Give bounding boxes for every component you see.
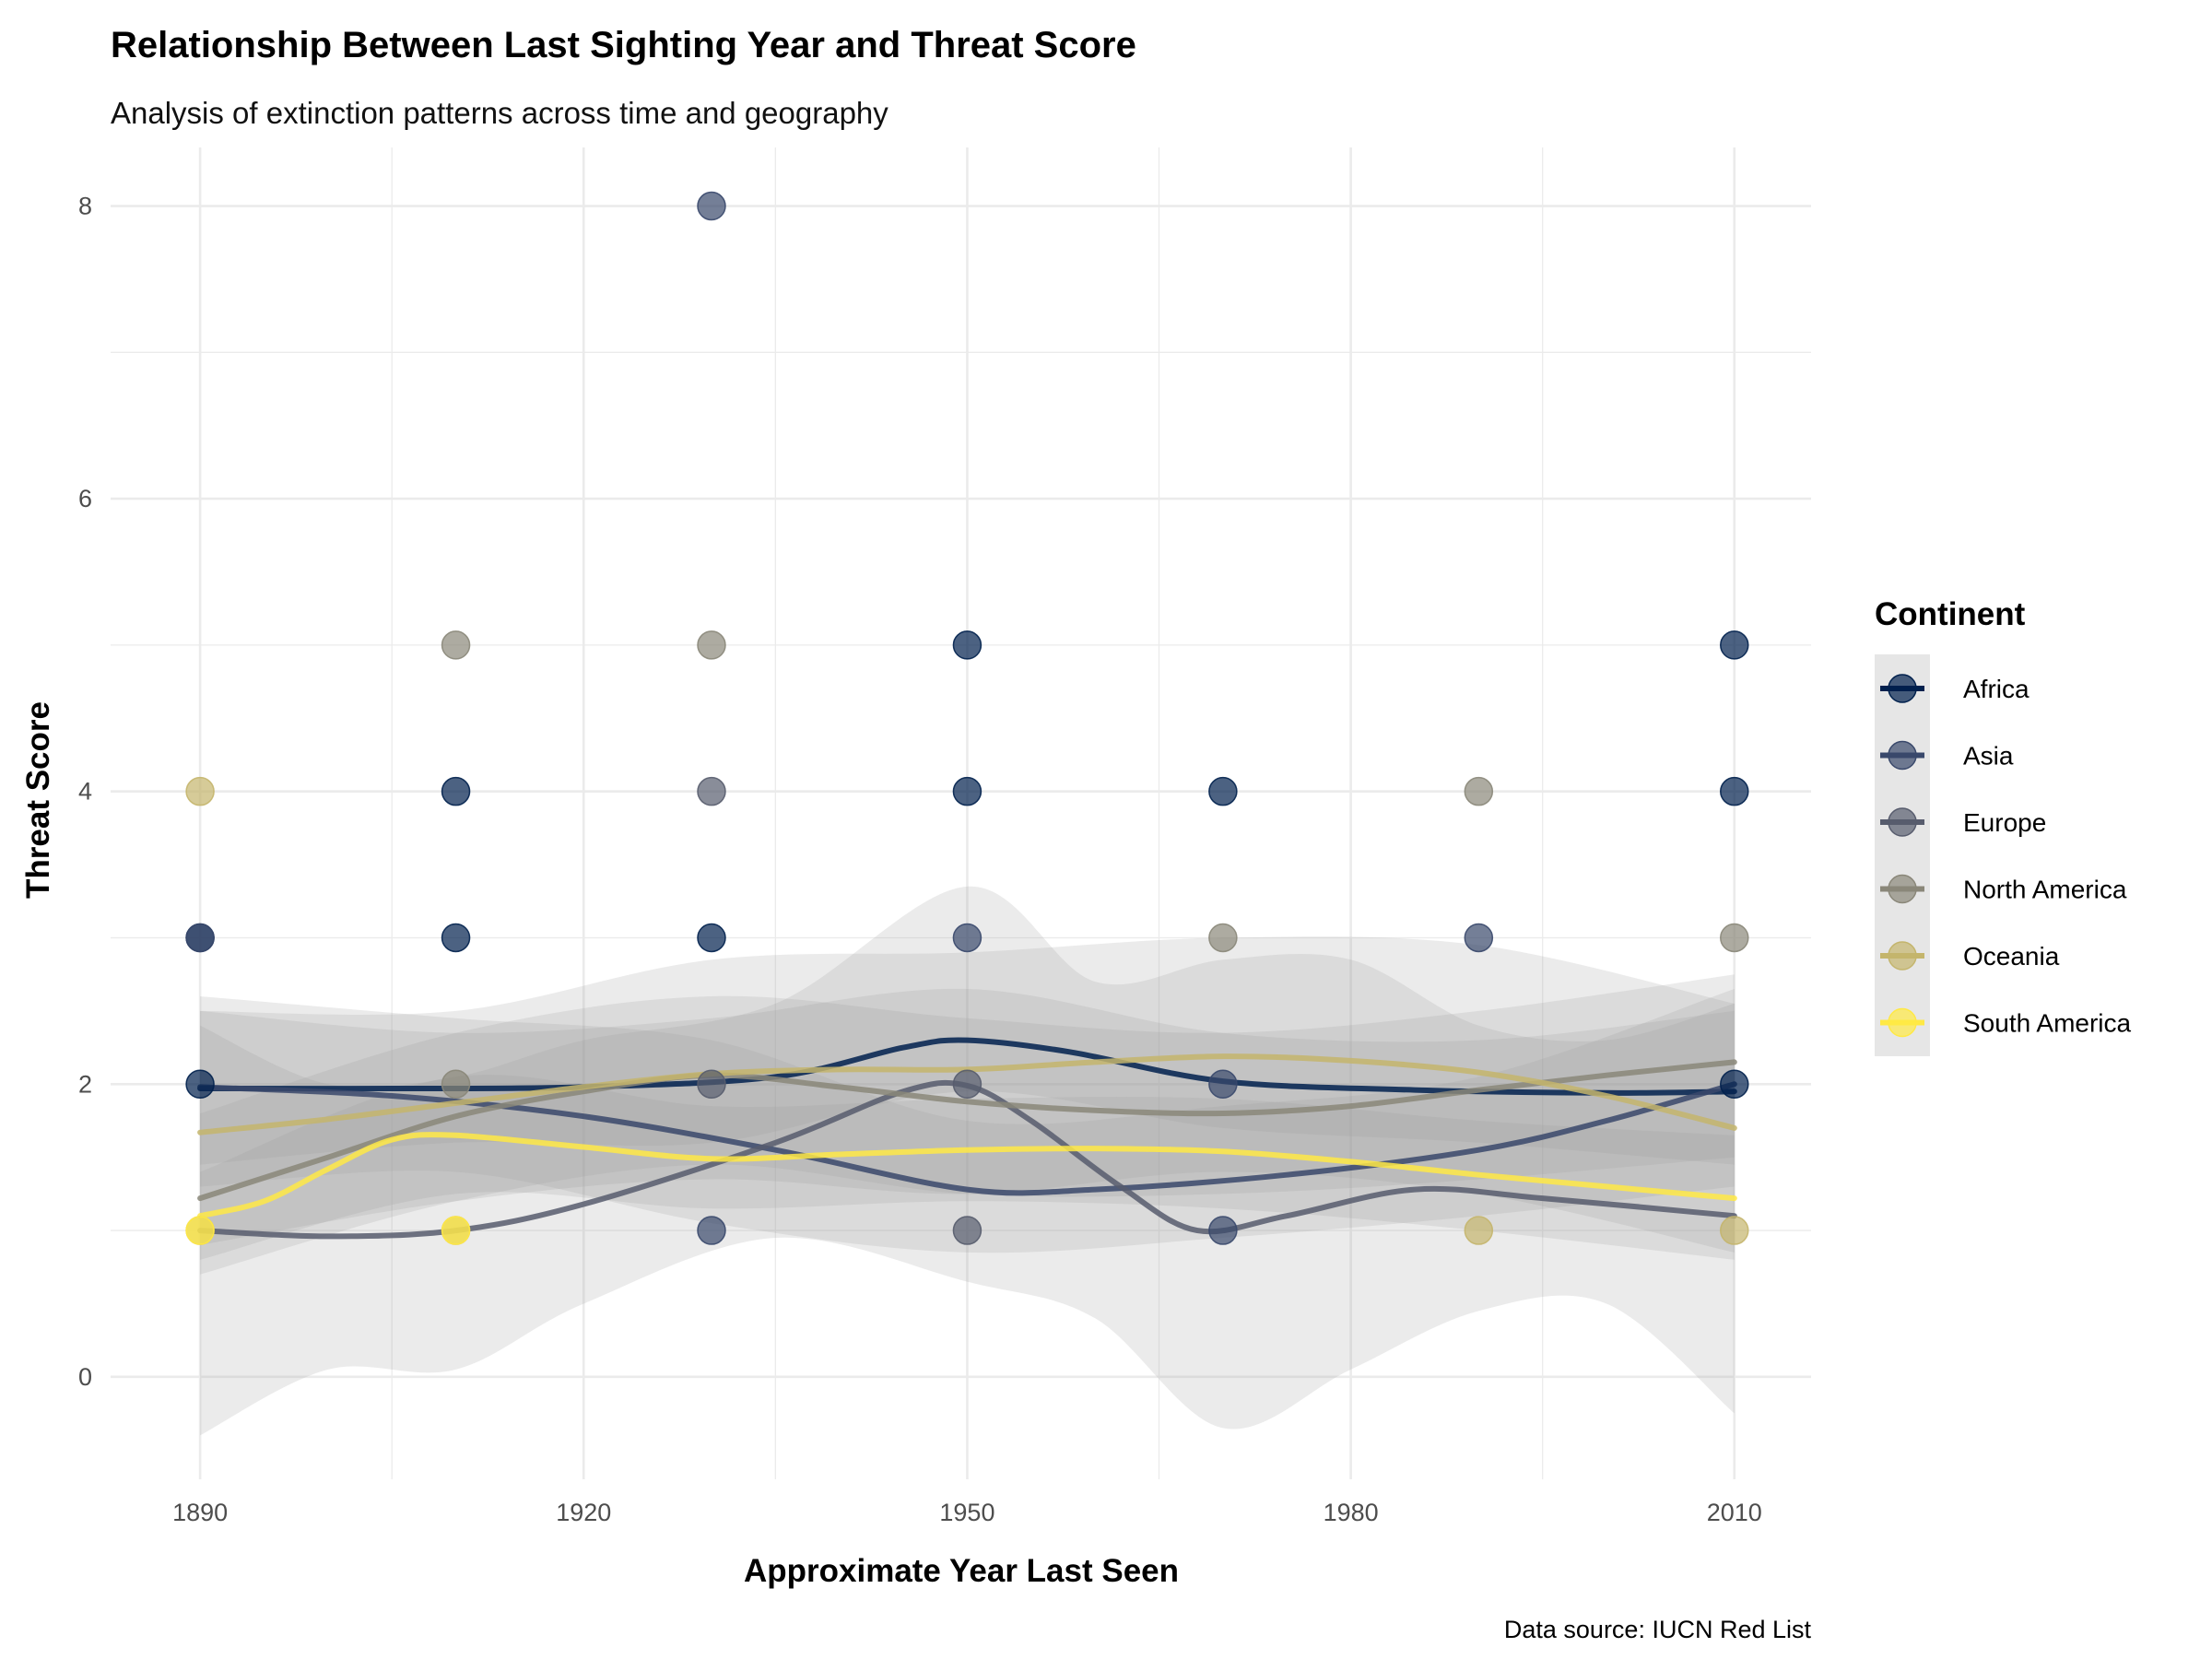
data-point-asia xyxy=(1208,1069,1238,1100)
data-point-europe xyxy=(697,776,726,806)
data-point-africa xyxy=(441,776,471,806)
chart-subtitle: Analysis of extinction patterns across t… xyxy=(111,96,888,130)
x-axis-title: Approximate Year Last Seen xyxy=(744,1553,1179,1589)
y-tick-label: 0 xyxy=(78,1363,92,1391)
y-tick-label: 4 xyxy=(78,778,92,806)
x-tick-label: 2010 xyxy=(1707,1499,1762,1526)
data-point-south-america xyxy=(441,1216,471,1245)
legend-marker-africa xyxy=(1888,674,1917,703)
y-axis-title: Threat Score xyxy=(20,701,56,899)
confidence-band-europe xyxy=(200,886,1735,1436)
y-tick-label: 6 xyxy=(78,485,92,512)
data-point-north-america xyxy=(441,1069,471,1100)
y-tick-label: 2 xyxy=(78,1070,92,1098)
confidence-band-south-america xyxy=(200,1075,1735,1260)
x-tick-label: 1980 xyxy=(1324,1499,1379,1526)
data-point-south-america xyxy=(185,1216,215,1245)
data-point-africa xyxy=(1720,1069,1749,1100)
data-point-africa xyxy=(952,776,982,806)
trend-line-oceania xyxy=(197,1053,1737,1135)
x-tick-label: 1950 xyxy=(939,1499,994,1526)
data-point-north-america xyxy=(1464,776,1494,806)
data-point-africa xyxy=(1208,776,1238,806)
legend-key-background xyxy=(1875,654,1930,1056)
legend-marker-asia xyxy=(1888,740,1917,771)
legend-marker-south-america xyxy=(1888,1007,1917,1038)
y-axis-ticks: 0 2 4 6 8 xyxy=(78,193,92,1391)
data-point-oceania xyxy=(1464,1216,1494,1245)
y-tick-label: 8 xyxy=(78,193,92,220)
data-point-africa xyxy=(952,630,982,660)
legend-label-europe: Europe xyxy=(1963,808,2046,837)
trend-line-north-america xyxy=(197,1059,1737,1202)
legend-title: Continent xyxy=(1875,596,2026,632)
legend-label-south-america: South America xyxy=(1963,1009,2132,1038)
x-tick-label: 1890 xyxy=(172,1499,228,1526)
data-point-north-america xyxy=(1208,923,1238,953)
data-point-asia xyxy=(952,923,982,953)
data-point-asia xyxy=(185,923,215,953)
data-point-africa xyxy=(185,1069,215,1100)
data-point-north-america xyxy=(697,630,726,660)
data-point-europe xyxy=(952,1069,982,1100)
legend-label-africa: Africa xyxy=(1963,675,2030,703)
data-point-asia xyxy=(1208,1216,1238,1245)
legend-label-oceania: Oceania xyxy=(1963,942,2060,971)
data-point-asia xyxy=(1464,923,1494,953)
data-point-africa xyxy=(697,923,726,953)
data-point-africa xyxy=(1720,630,1749,660)
data-point-asia xyxy=(697,1216,726,1245)
data-point-asia xyxy=(697,191,726,221)
data-point-north-america xyxy=(1720,923,1749,953)
data-point-europe xyxy=(952,1216,982,1245)
x-axis-ticks: 1890 1920 1950 1980 2010 xyxy=(172,1499,1762,1526)
confidence-band-asia xyxy=(200,989,1735,1253)
chart-title: Relationship Between Last Sighting Year … xyxy=(111,25,1136,65)
data-point-oceania xyxy=(1720,1216,1749,1245)
x-tick-label: 1920 xyxy=(556,1499,611,1526)
legend: Continent Africa Asia Europe North America O… xyxy=(1875,596,2132,1056)
legend-marker-north-america xyxy=(1888,874,1917,904)
data-point-north-america xyxy=(441,630,471,660)
trend-line-south-america xyxy=(197,1132,1737,1219)
confidence-band-north-america xyxy=(200,974,1735,1275)
data-point-oceania xyxy=(185,776,215,806)
data-point-africa xyxy=(1720,776,1749,806)
data-points xyxy=(185,191,1749,1245)
data-point-africa xyxy=(441,923,471,953)
data-point-europe xyxy=(697,1069,726,1100)
trend-lines xyxy=(197,1037,1737,1240)
legend-label-asia: Asia xyxy=(1963,742,2014,771)
legend-label-north-america: North America xyxy=(1963,876,2127,904)
chart-caption: Data source: IUCN Red List xyxy=(1504,1616,1812,1643)
legend-marker-oceania xyxy=(1888,941,1917,971)
legend-marker-europe xyxy=(1888,807,1917,837)
